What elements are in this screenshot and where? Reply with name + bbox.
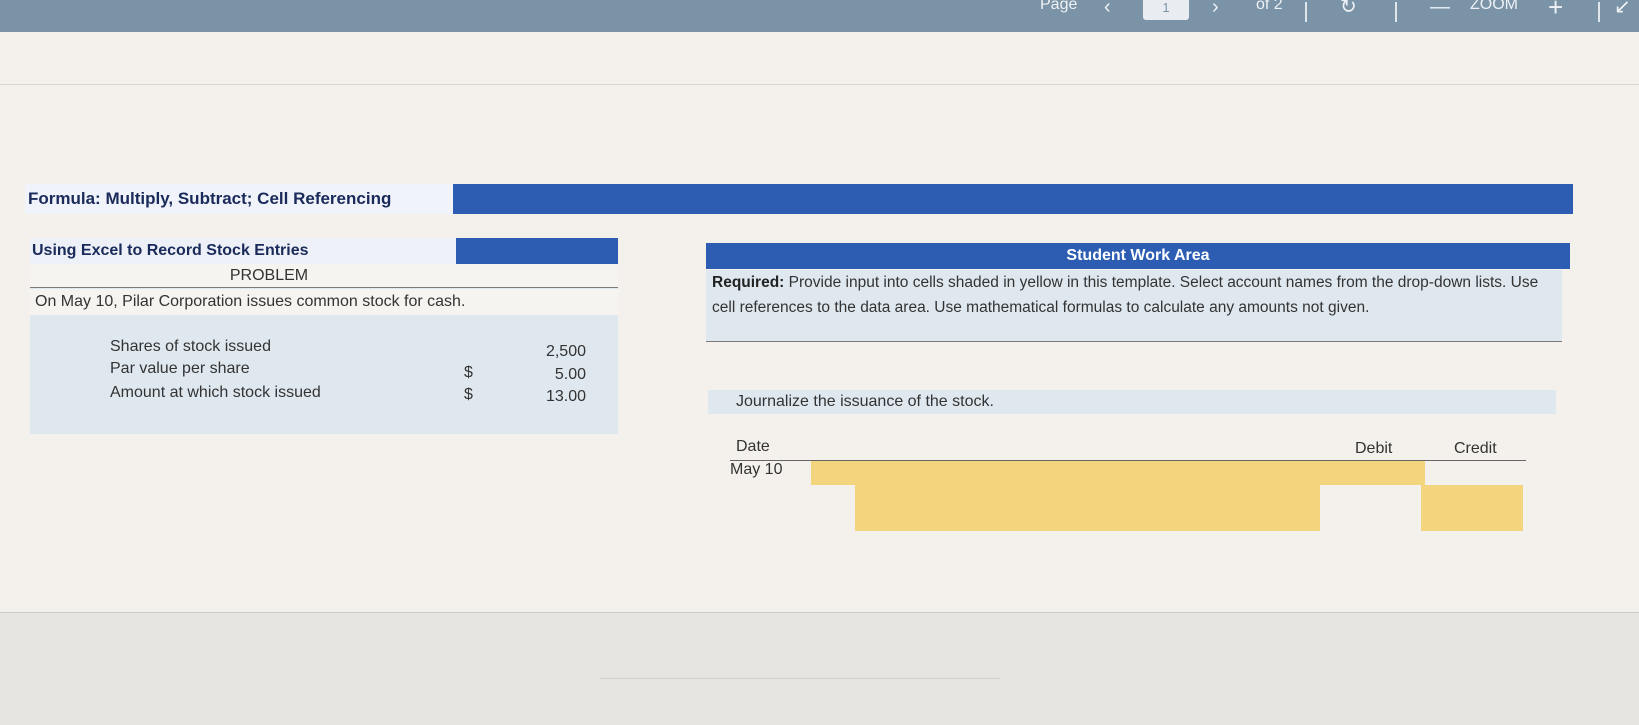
page-footer-rule: [600, 678, 1000, 679]
viewer-toolbar: Page ‹ 1 › of 2 ↻ — ZOOM + ↙: [0, 0, 1639, 32]
header-rule: [730, 460, 1526, 461]
problem-text: On May 10, Pilar Corporation issues comm…: [30, 289, 618, 315]
journalize-instruction: Journalize the issuance of the stock.: [708, 390, 1556, 414]
banner-title: Formula: Multiply, Subtract; Cell Refere…: [25, 184, 453, 214]
data-value-par: 5.00: [554, 366, 586, 383]
date-column-header: Date: [736, 438, 770, 455]
required-label: Required:: [712, 274, 785, 291]
sheet-bottom-edge: [0, 612, 1639, 613]
problem-title: Using Excel to Record Stock Entries: [30, 238, 456, 264]
data-value-shares: 2,500: [545, 343, 586, 360]
credit-column-header: Credit: [1454, 440, 1497, 457]
credit-account-input[interactable]: [855, 485, 1320, 531]
data-label-par: Par value per share: [110, 360, 250, 377]
page-label: Page: [1040, 0, 1078, 13]
credit-amount-input[interactable]: [1421, 485, 1523, 531]
next-page-icon[interactable]: ›: [1212, 0, 1219, 18]
data-label-shares: Shares of stock issued: [110, 338, 271, 355]
required-text: Provide input into cells shaded in yello…: [712, 274, 1539, 316]
zoom-in-icon[interactable]: +: [1548, 0, 1564, 22]
toolbar-divider: [1305, 2, 1307, 22]
journal-date: May 10: [730, 461, 783, 478]
toolbar-divider: [1395, 2, 1397, 22]
collapse-icon[interactable]: ↙: [1614, 0, 1631, 18]
problem-header: Using Excel to Record Stock Entries: [30, 238, 618, 264]
page-number-input[interactable]: 1: [1143, 0, 1189, 20]
required-instructions: Required: Provide input into cells shade…: [706, 270, 1562, 342]
debit-account-input[interactable]: [811, 461, 1425, 485]
data-value-amount: 13.00: [545, 388, 586, 405]
zoom-out-icon[interactable]: —: [1430, 0, 1450, 18]
data-currency-amount: $: [464, 386, 473, 403]
sheet-divider: [0, 84, 1639, 85]
work-area-title: Student Work Area: [706, 243, 1570, 269]
debit-column-header: Debit: [1355, 440, 1393, 457]
data-label-amount: Amount at which stock issued: [110, 384, 321, 401]
data-currency-par: $: [464, 364, 473, 381]
zoom-label: ZOOM: [1470, 0, 1518, 13]
problem-panel: Using Excel to Record Stock Entries PROB…: [30, 238, 618, 434]
prev-page-icon[interactable]: ‹: [1104, 0, 1111, 18]
toolbar-divider: [1598, 2, 1600, 22]
problem-section-label: PROBLEM: [30, 264, 618, 288]
formula-banner: Formula: Multiply, Subtract; Cell Refere…: [25, 184, 1573, 214]
rotate-icon[interactable]: ↻: [1340, 0, 1357, 18]
page-count: of 2: [1256, 0, 1283, 13]
